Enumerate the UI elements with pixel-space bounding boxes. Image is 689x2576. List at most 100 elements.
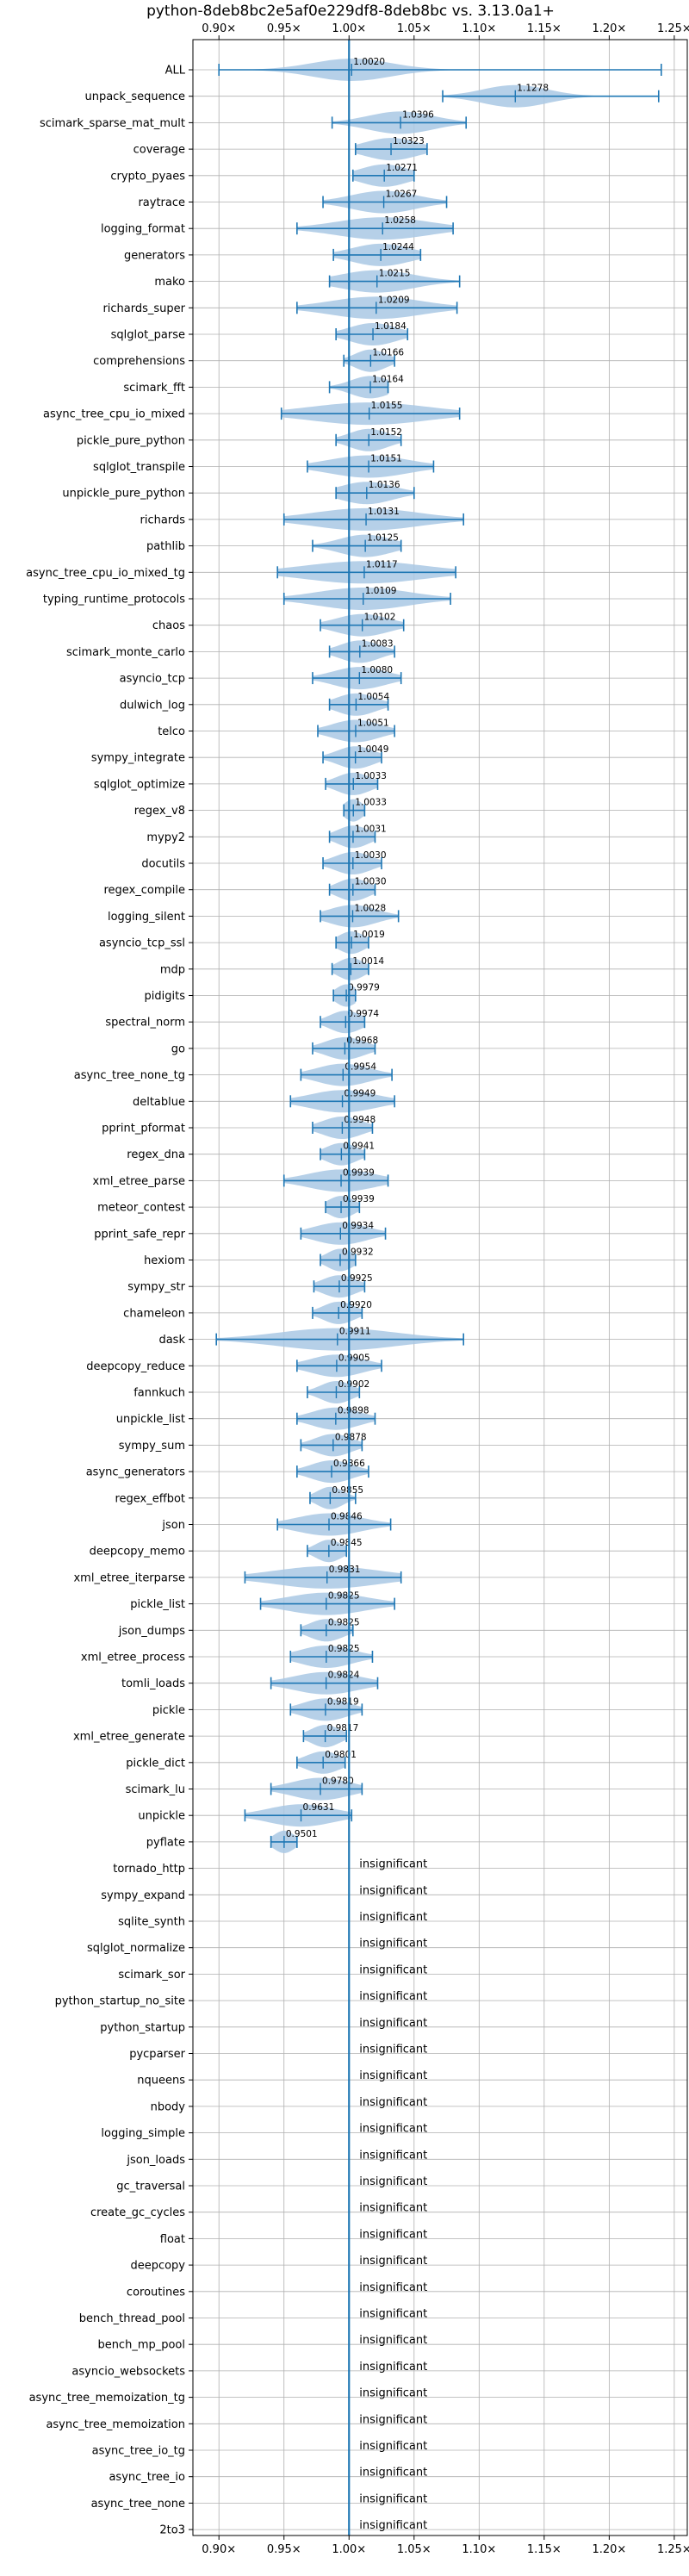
benchmark-name: logging_simple bbox=[101, 2127, 185, 2140]
value-label: 0.9825 bbox=[328, 1617, 360, 1627]
insignificant-label: insignificant bbox=[359, 1990, 427, 2003]
insignificant-label: insignificant bbox=[359, 2334, 427, 2347]
benchmark-name: sqlglot_transpile bbox=[93, 461, 185, 474]
chart-title: python-8deb8bc2e5af0e229df8-8deb8bc vs. … bbox=[146, 3, 555, 20]
benchmark-name: tornado_http bbox=[113, 1863, 185, 1876]
benchmark-row: pickle 0.9819 bbox=[152, 1696, 363, 1721]
benchmark-row: sqlite_synth insignificant bbox=[118, 1911, 427, 1929]
benchmark-name: regex_dna bbox=[127, 1148, 185, 1161]
benchmark-row: logging_simple insignificant bbox=[101, 2123, 427, 2141]
x-tick-label-top: 1.05× bbox=[397, 22, 431, 35]
value-label: 1.0258 bbox=[384, 215, 416, 226]
benchmark-name: pprint_pformat bbox=[102, 1123, 185, 1136]
benchmark-name: pyflate bbox=[146, 1836, 185, 1849]
benchmark-row: regex_dna 0.9941 bbox=[127, 1142, 375, 1166]
value-label: 0.9878 bbox=[335, 1432, 367, 1442]
value-label: 1.0396 bbox=[402, 109, 434, 120]
value-label: 0.9920 bbox=[340, 1300, 372, 1310]
benchmark-row: coroutines insignificant bbox=[127, 2281, 427, 2299]
benchmark-row: scimark_lu 0.9780 bbox=[126, 1776, 363, 1801]
benchmark-row: async_tree_cpu_io_mixed_tg 1.0117 bbox=[26, 559, 456, 584]
value-label: 0.9934 bbox=[342, 1221, 374, 1231]
value-label: 1.0028 bbox=[354, 903, 386, 913]
benchmark-row: float insignificant bbox=[160, 2228, 427, 2246]
benchmark-row: logging_format 1.0258 bbox=[101, 215, 454, 240]
benchmark-name: sympy_str bbox=[127, 1281, 185, 1294]
benchmark-name: meteor_contest bbox=[97, 1202, 185, 1215]
insignificant-label: insignificant bbox=[359, 1884, 427, 1897]
benchmark-name: coverage bbox=[133, 144, 185, 157]
benchmark-row: create_gc_cycles insignificant bbox=[90, 2202, 427, 2220]
benchmark-row: xml_etree_iterparse 0.9831 bbox=[73, 1565, 402, 1589]
value-label: 1.0019 bbox=[353, 930, 385, 940]
value-label: 0.9948 bbox=[344, 1115, 376, 1125]
x-tick-label-bottom: 1.10× bbox=[462, 2543, 496, 2556]
value-label: 1.0131 bbox=[368, 507, 400, 517]
x-tick-label-bottom: 0.95× bbox=[267, 2543, 301, 2556]
benchmark-name: sympy_integrate bbox=[91, 752, 185, 765]
value-label: 1.0014 bbox=[352, 956, 384, 967]
benchmark-row: richards 1.0131 bbox=[140, 507, 464, 531]
benchmark-name: pickle_dict bbox=[126, 1757, 185, 1770]
insignificant-label: insignificant bbox=[359, 1858, 427, 1871]
benchmark-row: asyncio_websockets insignificant bbox=[71, 2361, 427, 2379]
benchmark-name: unpickle_pure_python bbox=[62, 488, 185, 501]
benchmark-row: 2to3 insignificant bbox=[159, 2519, 427, 2537]
insignificant-label: insignificant bbox=[359, 2123, 427, 2136]
benchmark-name: json_dumps bbox=[118, 1625, 185, 1638]
benchmark-row: python_startup insignificant bbox=[100, 2017, 427, 2035]
benchmark-name: dask bbox=[158, 1334, 185, 1347]
value-label: 0.9801 bbox=[325, 1750, 357, 1760]
value-label: 0.9925 bbox=[341, 1273, 373, 1284]
benchmark-name: sqlglot_normalize bbox=[87, 1942, 185, 1955]
benchmark-row: generators 1.0244 bbox=[124, 242, 422, 266]
benchmark-name: richards_super bbox=[102, 302, 185, 315]
insignificant-label: insignificant bbox=[359, 2467, 427, 2480]
benchmark-row: async_tree_io_tg insignificant bbox=[92, 2440, 428, 2458]
value-label: 0.9846 bbox=[331, 1512, 363, 1522]
benchmark-row: richards_super 1.0209 bbox=[102, 295, 458, 320]
insignificant-label: insignificant bbox=[359, 2228, 427, 2241]
benchmark-row: mako 1.0215 bbox=[154, 269, 461, 293]
value-label: 1.0117 bbox=[366, 559, 398, 569]
benchmark-name: scimark_fft bbox=[123, 382, 185, 395]
benchmark-name: scimark_lu bbox=[126, 1783, 185, 1796]
benchmark-name: raytrace bbox=[138, 196, 185, 209]
x-tick-label-top: 0.90× bbox=[202, 22, 236, 35]
insignificant-label: insignificant bbox=[359, 2044, 427, 2056]
benchmark-name: telco bbox=[158, 725, 185, 738]
benchmark-row: asyncio_tcp 1.0080 bbox=[120, 665, 402, 690]
insignificant-label: insignificant bbox=[359, 2255, 427, 2268]
insignificant-label: insignificant bbox=[359, 2202, 427, 2215]
benchmark-row: sqlglot_normalize insignificant bbox=[87, 1938, 427, 1956]
benchmark-row: scimark_sor insignificant bbox=[118, 1963, 427, 1982]
benchmark-row: docutils 1.0030 bbox=[141, 850, 387, 874]
value-label: 0.9898 bbox=[338, 1406, 369, 1416]
benchmark-row: comprehensions 1.0166 bbox=[93, 348, 404, 372]
x-tick-label-bottom: 1.05× bbox=[397, 2543, 431, 2556]
benchmark-name: sqlite_synth bbox=[118, 1916, 185, 1929]
benchmark-row: chaos 1.0102 bbox=[152, 613, 405, 637]
benchmark-name: pickle_list bbox=[130, 1598, 185, 1611]
x-tick-label-bottom: 0.90× bbox=[202, 2543, 236, 2556]
benchmark-name: deepcopy_reduce bbox=[86, 1360, 185, 1373]
benchmark-name: mdp bbox=[160, 963, 185, 976]
benchmark-name: gc_traversal bbox=[116, 2181, 185, 2193]
value-label: 0.9845 bbox=[331, 1538, 363, 1548]
x-tick-label-bottom: 1.20× bbox=[592, 2543, 626, 2556]
x-tick-label-top: 1.25× bbox=[657, 22, 689, 35]
value-label: 1.0209 bbox=[378, 295, 410, 305]
value-label: 1.0215 bbox=[379, 269, 411, 279]
benchmark-name: create_gc_cycles bbox=[90, 2206, 185, 2219]
benchmark-row: bench_thread_pool insignificant bbox=[79, 2308, 428, 2326]
benchmark-row: meteor_contest 0.9939 bbox=[97, 1194, 375, 1219]
benchmark-row: sympy_expand insignificant bbox=[101, 1884, 427, 1902]
benchmark-row: sqlglot_optimize 1.0033 bbox=[94, 771, 387, 795]
benchmark-name: xml_etree_iterparse bbox=[73, 1571, 185, 1584]
benchmark-row: xml_etree_parse 0.9939 bbox=[93, 1167, 389, 1192]
value-label: 1.0164 bbox=[372, 374, 404, 384]
benchmark-name: json bbox=[161, 1519, 185, 1532]
benchmark-row: unpickle 0.9631 bbox=[138, 1802, 353, 1827]
benchmark-name: pidigits bbox=[145, 990, 186, 1003]
value-label: 1.0271 bbox=[386, 163, 418, 173]
